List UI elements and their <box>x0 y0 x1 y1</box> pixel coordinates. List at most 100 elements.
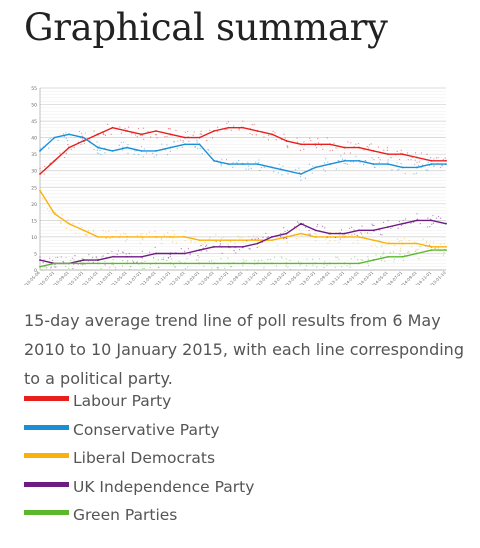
trend-marker <box>314 262 317 265</box>
poll-point <box>389 251 391 254</box>
poll-point <box>178 260 180 262</box>
poll-point <box>157 259 159 261</box>
poll-point <box>265 232 267 235</box>
poll-point <box>149 267 151 269</box>
trend-marker <box>97 262 99 265</box>
poll-point <box>242 264 244 267</box>
poll-point <box>67 219 69 221</box>
poll-point <box>361 259 364 261</box>
poll-point <box>187 248 190 250</box>
poll-point <box>122 146 124 148</box>
trend-marker <box>155 130 157 132</box>
poll-point <box>352 242 354 244</box>
poll-point <box>51 211 53 213</box>
trend-marker <box>271 262 273 265</box>
poll-point <box>314 232 316 235</box>
poll-point <box>133 153 135 155</box>
y-tick-label: 50 <box>31 103 37 109</box>
poll-point <box>245 168 247 170</box>
poll-point <box>70 148 72 150</box>
poll-point <box>322 148 324 150</box>
trend-marker <box>227 245 230 248</box>
poll-point <box>102 255 104 257</box>
poll-point <box>432 214 434 217</box>
poll-point <box>400 247 402 249</box>
poll-point <box>274 132 276 134</box>
poll-point <box>48 210 51 212</box>
trend-marker <box>445 159 447 162</box>
poll-point <box>184 131 186 133</box>
poll-point <box>324 170 326 172</box>
poll-point <box>331 149 334 152</box>
trend-marker <box>213 262 215 265</box>
poll-point <box>196 148 199 150</box>
legend-swatch-green <box>24 510 69 515</box>
poll-point <box>380 233 382 236</box>
trend-marker <box>126 130 128 132</box>
trend-marker <box>169 133 172 136</box>
poll-point <box>287 147 289 149</box>
poll-point <box>248 165 250 167</box>
poll-point <box>326 264 328 266</box>
poll-point <box>335 231 337 233</box>
trend-marker <box>285 232 288 235</box>
poll-point <box>294 169 297 171</box>
trend-marker <box>300 262 302 265</box>
poll-point <box>414 164 416 166</box>
poll-point <box>390 157 392 159</box>
poll-point <box>355 143 357 145</box>
poll-point <box>171 241 174 243</box>
poll-point <box>267 139 269 141</box>
poll-point <box>186 257 188 259</box>
poll-point <box>282 237 285 239</box>
poll-point <box>96 141 98 143</box>
trend-marker <box>184 236 186 238</box>
poll-point <box>312 258 314 260</box>
poll-point <box>209 129 211 131</box>
legend-item-ukip: UK Independence Party <box>24 478 464 507</box>
trend-marker <box>416 166 418 169</box>
poll-point <box>296 141 299 143</box>
poll-point <box>259 169 261 172</box>
poll-point <box>123 141 125 143</box>
poll-point <box>95 257 97 259</box>
trend-marker <box>358 236 360 238</box>
poll-point <box>289 268 292 271</box>
poll-point <box>280 233 282 235</box>
poll-point <box>378 239 380 241</box>
y-tick-label: 15 <box>31 218 37 224</box>
trend-marker <box>271 236 273 238</box>
poll-point <box>432 222 435 224</box>
poll-point <box>141 257 143 259</box>
poll-point <box>370 143 372 145</box>
poll-point <box>422 238 424 240</box>
trend-marker <box>285 262 288 265</box>
poll-point <box>315 147 317 149</box>
y-tick-label: 0 <box>34 268 37 274</box>
poll-point <box>264 241 266 243</box>
trend-marker <box>271 239 273 242</box>
poll-point <box>41 269 44 271</box>
poll-point <box>440 217 442 219</box>
trend-marker <box>358 262 360 265</box>
poll-point <box>403 259 405 261</box>
poll-point <box>372 224 374 227</box>
trend-marker <box>227 262 230 265</box>
trend-marker <box>372 259 375 261</box>
poll-point <box>387 220 389 222</box>
poll-point <box>71 257 73 259</box>
poll-point <box>150 136 152 138</box>
trend-marker <box>140 262 143 265</box>
poll-point <box>193 236 195 238</box>
poll-point <box>136 261 139 263</box>
poll-point <box>273 256 276 258</box>
poll-point <box>320 144 322 146</box>
trend-marker <box>227 239 230 242</box>
poll-point <box>336 256 338 258</box>
poll-point <box>253 123 255 125</box>
poll-point <box>85 233 87 236</box>
trend-marker <box>126 146 128 149</box>
poll-point <box>398 158 401 161</box>
trend-marker <box>169 146 172 149</box>
poll-point <box>235 252 237 254</box>
